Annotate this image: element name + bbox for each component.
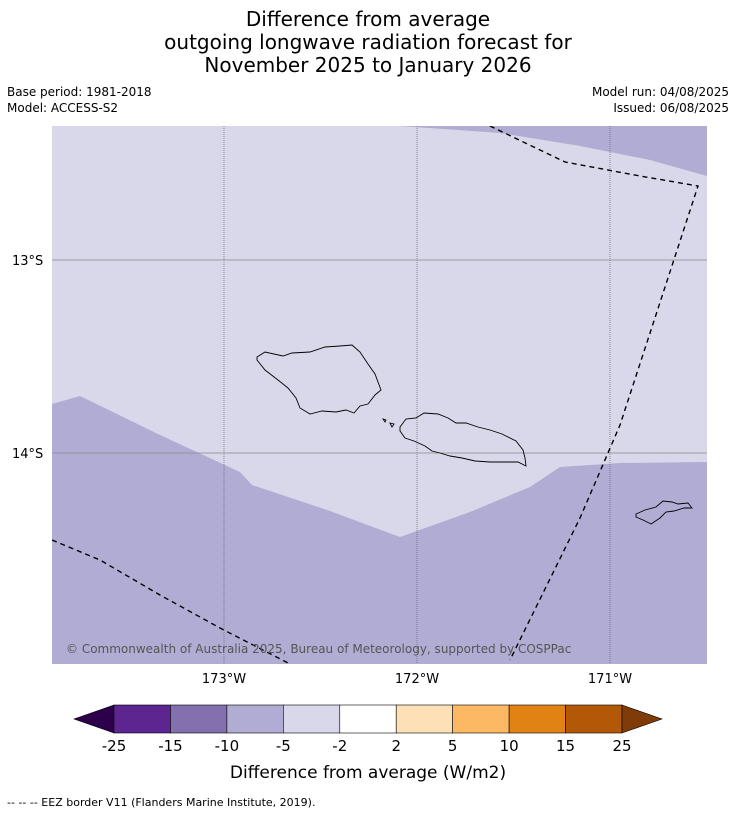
lon-label-173w: 173°W (202, 672, 246, 687)
eez-borders (52, 126, 699, 664)
meta-right: Model run: 04/08/2025 Issued: 06/08/2025 (592, 84, 729, 116)
title-line-1: Difference from average (245, 7, 491, 31)
colorbar-tick-label: 10 (500, 737, 519, 755)
manono-islet (381, 418, 387, 423)
lon-label-171w: 171°W (588, 672, 632, 687)
latitude-lines (52, 259, 707, 454)
colorbar-box (339, 704, 397, 734)
colorbar-tick-label: -10 (215, 737, 240, 755)
apolima-islet (389, 422, 395, 428)
coastlines (256, 344, 693, 525)
colorbar: -25 -15 -10 -5 -2 2 5 10 15 25 (73, 704, 663, 755)
colorbar-tick-label: -25 (102, 737, 127, 755)
lat-label-13s: 13°S (12, 254, 43, 269)
eez-border-east (489, 126, 699, 661)
colorbar-label: Difference from average (W/m2) (230, 763, 506, 783)
map-area: © Commonwealth of Australia 2025, Bureau… (52, 126, 707, 664)
savaii-island (256, 344, 382, 415)
upolu-island (399, 412, 527, 467)
base-period: Base period: 1981-2018 (7, 85, 152, 99)
colorbar-box (452, 704, 510, 734)
issued-date: Issued: 06/08/2025 (613, 101, 729, 115)
model-name: Model: ACCESS-S2 (7, 101, 119, 115)
colorbar-tick-label: -5 (276, 737, 291, 755)
copyright-text: © Commonwealth of Australia 2025, Bureau… (66, 642, 571, 656)
colorbar-extend-low (73, 704, 115, 734)
colorbar-box (113, 704, 171, 734)
chart-title: Difference from average outgoing longwav… (0, 8, 736, 77)
colorbar-tick-label: 25 (612, 737, 631, 755)
tutuila-island (635, 500, 693, 525)
lon-label-172w: 172°W (395, 672, 439, 687)
lat-label-14s: 14°S (12, 447, 43, 462)
eez-border-south (52, 539, 291, 664)
colorbar-tick-label: 15 (556, 737, 575, 755)
colorbar-box (508, 704, 566, 734)
colorbar-box (226, 704, 284, 734)
near-average-region (52, 126, 707, 537)
colorbar-tick-label: -2 (332, 737, 347, 755)
graticule (223, 126, 611, 664)
meta-left: Base period: 1981-2018 Model: ACCESS-S2 (7, 84, 152, 116)
colorbar-box (283, 704, 341, 734)
colorbar-box (565, 704, 623, 734)
title-line-2: outgoing longwave radiation forecast for (164, 30, 572, 54)
colorbar-tick-label: -15 (158, 737, 183, 755)
title-line-3: November 2025 to January 2026 (204, 53, 532, 77)
colorbar-extend-high (621, 704, 663, 734)
model-run: Model run: 04/08/2025 (591, 85, 729, 99)
colorbar-tick-label: 5 (448, 737, 458, 755)
colorbar-box (395, 704, 453, 734)
eez-footnote: -- -- -- EEZ border V11 (Flanders Marine… (7, 796, 316, 809)
colorbar-box (170, 704, 228, 734)
colorbar-tick-label: 2 (391, 737, 401, 755)
